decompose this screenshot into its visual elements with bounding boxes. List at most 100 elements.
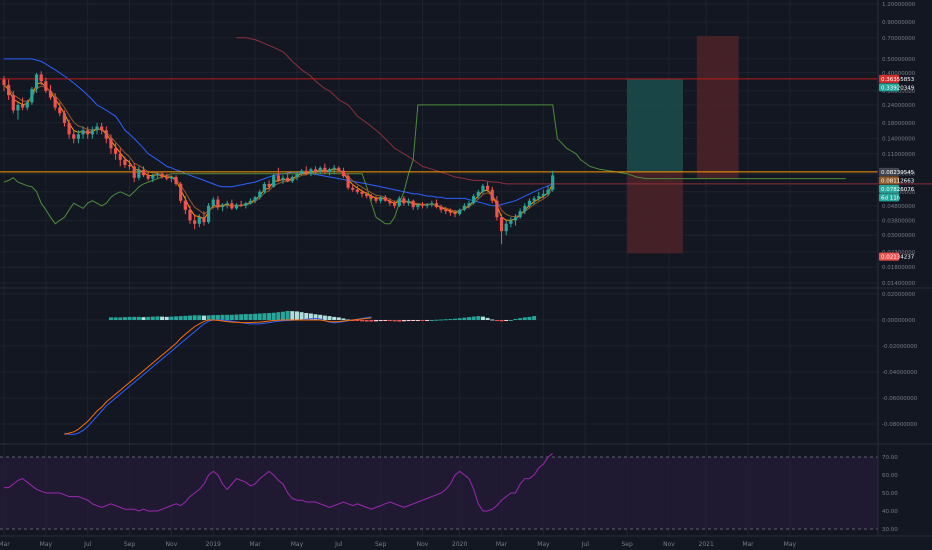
- price-axis-tick[interactable]: 0.18000000: [882, 121, 916, 127]
- price-tags: 0.36355853 0.33920349 0.08239545 0.08112663…: [879, 74, 915, 261]
- candle-body: [132, 166, 136, 178]
- macd-histogram-bar: [150, 316, 155, 320]
- candle-body: [434, 203, 439, 208]
- candle-body: [425, 204, 429, 206]
- candle-body: [406, 200, 411, 204]
- candle-body: [313, 169, 318, 173]
- time-axis-tick: Nov: [663, 541, 675, 548]
- time-axis-tick: Nov: [417, 541, 429, 548]
- macd-histogram-bar: [415, 320, 420, 321]
- price-axis-tick[interactable]: 0.06000000: [882, 190, 916, 196]
- candle-body: [486, 185, 490, 190]
- rsi-axis-tick: 70.00: [882, 455, 898, 461]
- time-axis-tick: Sep: [621, 541, 633, 548]
- candle-body: [44, 81, 48, 91]
- macd-axis-tick: -0.06000000: [882, 396, 918, 402]
- candle-body: [272, 175, 276, 187]
- macd-axis-tick: 0.02000000: [882, 292, 916, 298]
- candle-body: [169, 176, 173, 179]
- price-tag-box: [879, 167, 899, 176]
- candle-body: [374, 198, 378, 201]
- price-axis-tick[interactable]: 0.40000000: [882, 71, 916, 77]
- price-axis-tick[interactable]: 0.11000000: [882, 152, 916, 158]
- time-axis-tick: Sep: [375, 541, 387, 548]
- price-axis-tick[interactable]: 0.03000000: [882, 233, 916, 239]
- macd-histogram-bar: [401, 320, 406, 322]
- candle-body: [211, 199, 215, 206]
- price-axis-tick[interactable]: 0.14000000: [882, 137, 916, 143]
- macd-histogram-bar: [313, 314, 318, 320]
- price-tag-label: 0.08112663: [881, 178, 915, 184]
- candle-body: [332, 167, 336, 170]
- price-axis-tick[interactable]: 0.01800000: [882, 265, 916, 271]
- candle-body: [48, 90, 53, 98]
- price-tag-label: 0.02134237: [881, 255, 915, 261]
- price-tag-box: [879, 83, 899, 92]
- macd-histogram-bar: [122, 317, 127, 320]
- candle-body: [546, 189, 550, 194]
- candle-body: [393, 203, 397, 206]
- macd-histogram-bar: [169, 316, 174, 320]
- candle-body: [114, 148, 118, 154]
- time-axis-tick: Mar: [742, 541, 754, 548]
- macd-histogram-bar: [364, 320, 369, 322]
- price-tag-label: 0.08239545: [881, 170, 915, 176]
- price-axis-tick[interactable]: 0.02300000: [882, 250, 916, 256]
- time-axis-tick: May: [784, 541, 797, 548]
- macd-histogram-bar: [369, 320, 374, 322]
- macd-histogram-bar: [532, 316, 537, 320]
- macd-axis-tick: -0.04000000: [882, 370, 918, 376]
- candle-body: [7, 84, 11, 96]
- time-axis[interactable]: Mar May Jul Sep Nov 2019 Mar May Jul Sep Nov 2020 Ma…: [0, 535, 932, 550]
- time-axis-tick: 2019: [206, 541, 221, 548]
- macd-histogram-bar: [360, 320, 365, 322]
- price-tag-label: 0.33920349: [881, 85, 915, 91]
- candle-body: [527, 200, 532, 206]
- candle-body: [118, 153, 122, 160]
- macd-histogram-bar: [178, 316, 183, 320]
- pane-separators[interactable]: [0, 0, 932, 536]
- price-axis-tick[interactable]: 0.30000000: [882, 89, 916, 95]
- macd-histogram-bar: [271, 312, 276, 320]
- candle-body: [346, 176, 350, 188]
- candle-body: [202, 217, 206, 223]
- price-axis-tick[interactable]: 0.01400000: [882, 281, 916, 287]
- macd-histogram-bar: [308, 313, 313, 320]
- macd-histogram-bar: [448, 318, 453, 320]
- candle-body: [551, 175, 555, 190]
- macd-histogram-bar: [220, 314, 225, 320]
- macd-histogram-bar: [188, 315, 192, 320]
- price-axis-tick[interactable]: 0.70000000: [882, 36, 916, 42]
- candle-body: [30, 88, 34, 103]
- macd-histogram-bar: [211, 315, 216, 320]
- candle-body: [90, 130, 94, 135]
- macd-histogram-bar: [243, 314, 248, 320]
- macd-histogram-bar: [341, 318, 346, 320]
- time-axis-tick: 2021: [699, 541, 714, 548]
- price-axis-tick[interactable]: 0.03800000: [882, 218, 916, 224]
- candle-body: [248, 200, 253, 204]
- candle-body: [402, 198, 406, 204]
- candle-body: [379, 197, 383, 201]
- position-boxes: [627, 36, 739, 254]
- price-tag-label: 0.07826076: [881, 187, 915, 193]
- price-axis-tick[interactable]: 1.20000000: [882, 2, 916, 8]
- macd-histogram-bar: [155, 316, 160, 320]
- candle-body: [290, 176, 294, 182]
- candle-body: [230, 203, 234, 209]
- candle-body: [430, 203, 434, 205]
- time-axis-tick: 2020: [452, 541, 467, 548]
- candle-body: [11, 95, 15, 111]
- candle-body: [239, 204, 243, 206]
- candle-body: [81, 130, 85, 135]
- price-axis-tick[interactable]: 0.04800000: [882, 204, 916, 210]
- price-axis-tick[interactable]: 0.50000000: [882, 57, 916, 63]
- price-tag-label: 0.36355853: [881, 77, 915, 83]
- price-axis-tick[interactable]: 0.24000000: [882, 103, 916, 109]
- candle-body: [155, 173, 160, 176]
- candle-body: [281, 177, 285, 181]
- price-axis[interactable]: 1.20000000 0.90000000 0.70000000 0.50000000…: [882, 2, 918, 533]
- candle-body: [174, 176, 178, 184]
- price-axis-tick[interactable]: 0.90000000: [882, 20, 916, 26]
- macd-histogram-bar: [434, 319, 439, 321]
